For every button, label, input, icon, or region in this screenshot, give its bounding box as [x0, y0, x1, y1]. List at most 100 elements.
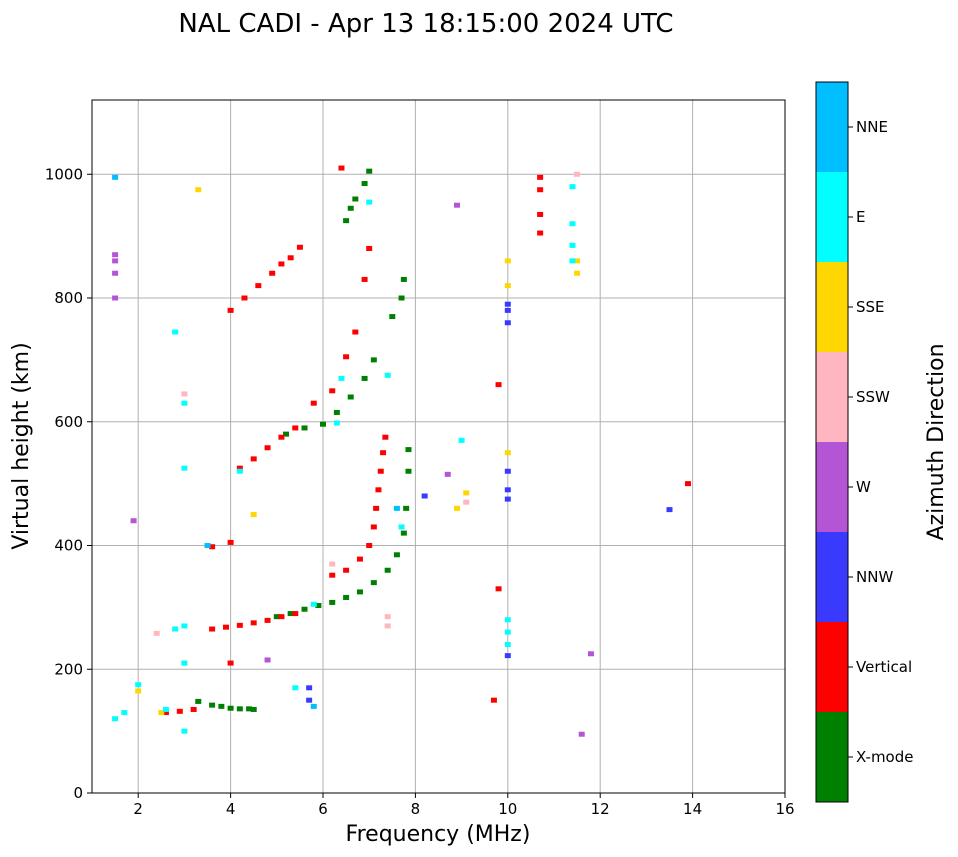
data-point-vertical [222, 624, 229, 630]
data-point-x-mode [356, 589, 363, 595]
data-point-vertical [190, 706, 197, 712]
colorbar-swatch [816, 442, 848, 532]
data-point-vertical [366, 543, 373, 548]
y-tick-label: 0 [73, 784, 83, 802]
data-point-x-mode [400, 276, 407, 282]
data-point-vertical [537, 174, 544, 180]
data-point-x-mode [393, 552, 400, 558]
x-tick-label: 12 [591, 800, 610, 818]
data-point-nnw [504, 468, 511, 474]
data-point-vertical [264, 617, 271, 623]
data-point-w [112, 252, 119, 258]
data-point-e [135, 682, 142, 688]
data-point-vertical [227, 660, 234, 666]
y-tick-label: 600 [54, 413, 83, 431]
data-point-x-mode [273, 614, 280, 620]
x-tick-label: 2 [133, 800, 143, 818]
data-point-vertical [209, 626, 216, 632]
data-point-vertical [241, 295, 248, 301]
plot-frame [91, 99, 786, 794]
data-point-nnw [421, 493, 428, 499]
data-point-sse [135, 688, 142, 694]
data-point-x-mode [361, 375, 368, 381]
data-point-vertical [537, 211, 544, 217]
data-point-x-mode [227, 705, 234, 711]
data-point-vertical [343, 354, 350, 360]
data-point-x-mode [283, 431, 290, 437]
colorbar-title: Azimuth Direction [924, 343, 949, 540]
data-point-vertical [537, 187, 544, 193]
colorbar-swatch [816, 82, 848, 172]
data-point-nnw [306, 685, 313, 691]
data-point-vertical [278, 261, 285, 267]
colorbar-label: NNW [856, 568, 893, 586]
data-point-vertical [227, 539, 234, 545]
y-axis-label: Virtual height (km) [9, 342, 34, 549]
data-point-vertical [380, 450, 387, 456]
data-point-x-mode [218, 703, 225, 709]
data-point-vertical [356, 556, 363, 562]
data-point-w [112, 295, 119, 301]
data-point-x-mode [347, 394, 354, 400]
data-point-nnw [306, 697, 313, 703]
data-point-x-mode [405, 468, 412, 474]
data-point-e [181, 623, 188, 629]
colorbar-label: E [856, 208, 865, 226]
data-point-e [569, 242, 576, 248]
data-point-e [292, 685, 299, 691]
data-point-sse [574, 270, 581, 276]
data-point-w [264, 657, 271, 663]
data-point-vertical [162, 710, 169, 716]
data-point-x-mode [236, 706, 243, 712]
data-point-x-mode [301, 606, 308, 612]
data-point-vertical [236, 622, 243, 628]
data-point-sse [463, 490, 470, 496]
data-point-e [504, 617, 511, 623]
y-tick-label: 400 [54, 537, 83, 555]
data-point-x-mode [287, 611, 294, 617]
data-point-vertical [227, 307, 234, 313]
data-point-sse [195, 187, 202, 193]
data-point-e [181, 728, 188, 734]
x-tick-label: 4 [226, 800, 236, 818]
data-point-vertical [292, 611, 299, 617]
data-point-e [112, 716, 119, 722]
data-point-e [384, 372, 391, 378]
data-point-x-mode [361, 181, 368, 187]
data-point-e [162, 706, 169, 712]
data-point-x-mode [403, 505, 410, 511]
data-point-x-mode [195, 698, 202, 704]
data-point-e [366, 199, 373, 205]
data-point-vertical [236, 465, 243, 471]
data-point-vertical [370, 524, 377, 530]
data-point-sse [504, 258, 511, 264]
data-point-x-mode [347, 205, 354, 211]
data-point-ssw [463, 499, 470, 505]
y-tick-label: 1000 [45, 165, 83, 183]
data-point-w [578, 731, 585, 737]
data-point-vertical [338, 165, 345, 171]
data-point-x-mode [343, 218, 350, 224]
colorbar-label: SSW [856, 388, 890, 406]
colorbar-swatch [816, 532, 848, 622]
x-tick-label: 16 [775, 800, 794, 818]
data-point-ssw [153, 630, 160, 636]
data-point-x-mode [343, 594, 350, 600]
colorbar-label: SSE [856, 298, 885, 316]
data-point-vertical [490, 697, 497, 703]
y-ticks: 0 200 400 600 800 1000 [45, 165, 92, 802]
data-point-w [587, 651, 594, 657]
data-point-sse [504, 450, 511, 456]
data-point-sse [453, 505, 460, 511]
data-point-x-mode [370, 580, 377, 586]
data-point-vertical [209, 544, 216, 550]
data-point-ssw [329, 561, 336, 567]
data-point-nne [310, 703, 317, 709]
data-point-x-mode [329, 599, 336, 605]
x-tick-label: 8 [411, 800, 421, 818]
data-point-ssw [384, 614, 391, 620]
data-point-e [172, 626, 179, 632]
data-point-vertical [278, 614, 285, 620]
data-point-x-mode [384, 567, 391, 573]
